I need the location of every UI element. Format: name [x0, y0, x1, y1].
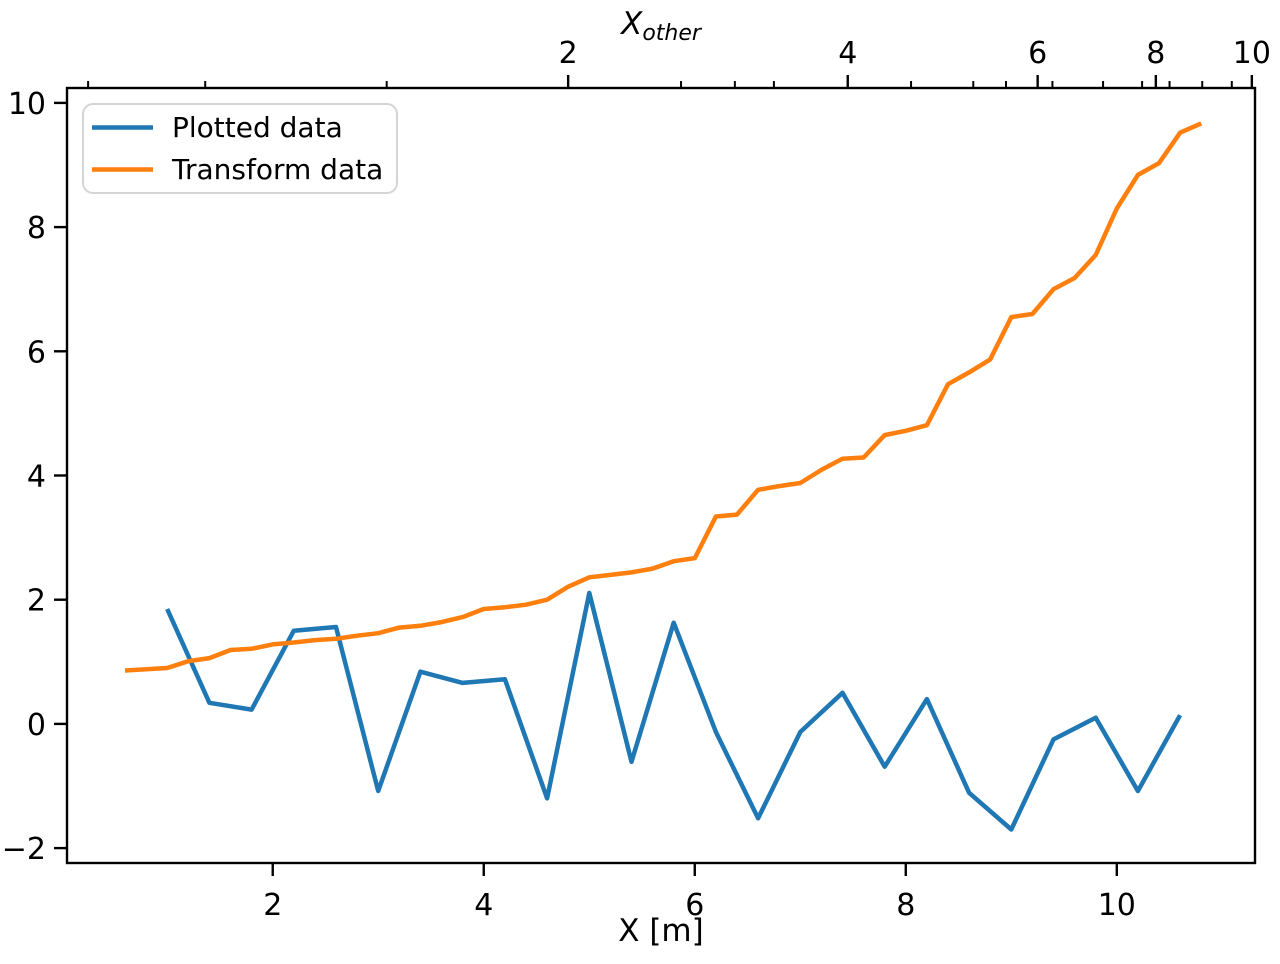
plot-lines [124, 121, 1203, 832]
y-axis-ticks: −2 0 2 4 6 8 10 [2, 87, 67, 867]
x-tick-label: 4 [474, 888, 493, 923]
x-tick-label: 10 [1098, 888, 1136, 923]
legend-label-transform-data: Transform data [171, 153, 383, 186]
series-line-plotted-data [165, 590, 1183, 832]
y-tick-label: 6 [27, 335, 46, 370]
top-axis-label-main: X [619, 6, 643, 42]
x-axis-label: X [m] [618, 913, 703, 949]
y-tick-label: 0 [27, 708, 46, 743]
top-x-tick-label: 2 [559, 36, 578, 71]
series-line-transform-data [124, 121, 1203, 673]
top-axis-label-subscript: other [642, 21, 703, 46]
plot-frame [65, 86, 1257, 865]
top-x-tick-label: 4 [838, 36, 857, 71]
y-tick-label: 10 [8, 87, 46, 122]
legend-box [82, 103, 398, 194]
legend: Plotted data Transform data [82, 103, 398, 194]
legend-label-plotted-data: Plotted data [172, 111, 343, 144]
y-tick-label: −2 [2, 832, 46, 867]
top-x-tick-label: 8 [1146, 36, 1165, 71]
y-tick-label: 2 [27, 584, 46, 619]
top-x-tick-label: 6 [1028, 36, 1047, 71]
top-x-tick-label: 10 [1233, 36, 1271, 71]
top-axis-ticks: 2 4 6 8 10 [87, 36, 1271, 88]
y-tick-label: 4 [27, 460, 46, 495]
x-axis-ticks: 2 4 6 8 10 [263, 863, 1136, 923]
x-tick-label: 8 [896, 888, 915, 923]
x-tick-label: 6 [685, 888, 704, 923]
y-tick-label: 8 [27, 211, 46, 246]
x-tick-label: 2 [263, 888, 282, 923]
top-axis-label: Xother [619, 6, 703, 46]
